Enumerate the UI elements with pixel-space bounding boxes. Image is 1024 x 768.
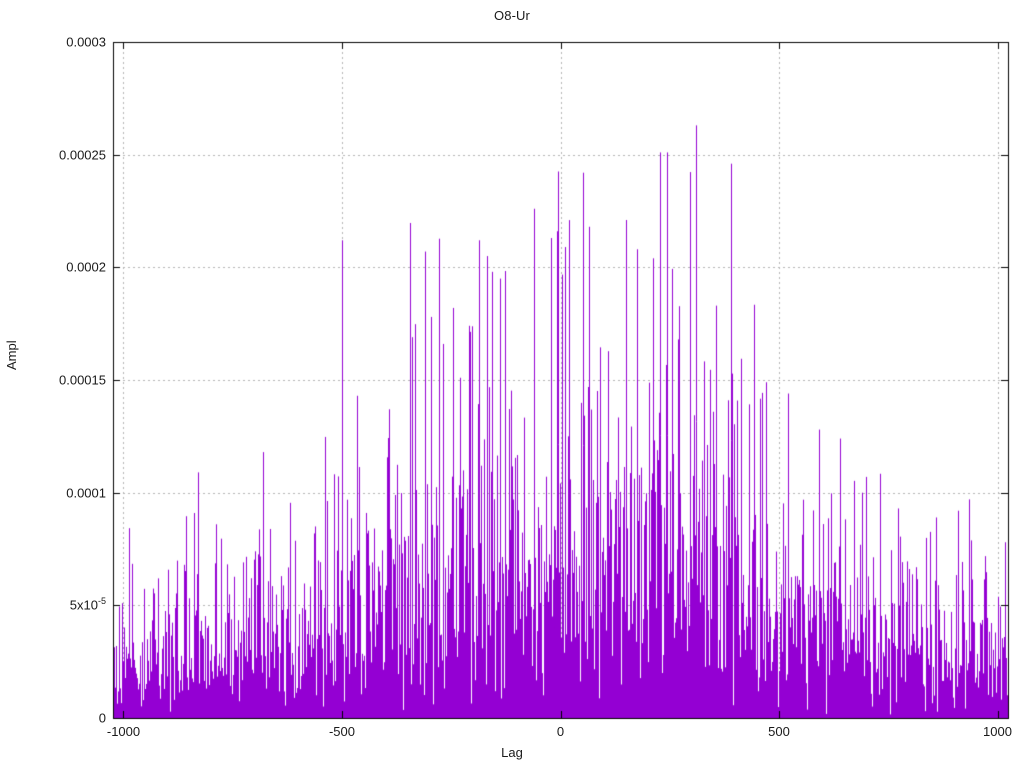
y-tick-label: 0.00015 (59, 372, 106, 388)
y-tick-label: 0 (98, 710, 106, 726)
x-axis-label: Lag (501, 745, 523, 760)
x-tick-label: -500 (328, 724, 355, 739)
x-tick-label: 0 (556, 724, 565, 739)
x-tick-label: 1000 (983, 724, 1012, 739)
y-tick-label: 5x10-5 (69, 596, 106, 613)
y-tick-label: 0.0002 (66, 259, 106, 275)
y-tick-label: 0.0003 (66, 34, 106, 50)
x-tick-label: 500 (768, 724, 790, 739)
y-tick-label: 0.00025 (59, 147, 106, 163)
y-axis-ticks: 0 5x10-5 0.0001 0.00015 0.0002 0.00025 0.0003 (0, 0, 106, 768)
y-tick-label: 0.0001 (66, 485, 106, 501)
x-tick-label: -1000 (106, 724, 141, 739)
